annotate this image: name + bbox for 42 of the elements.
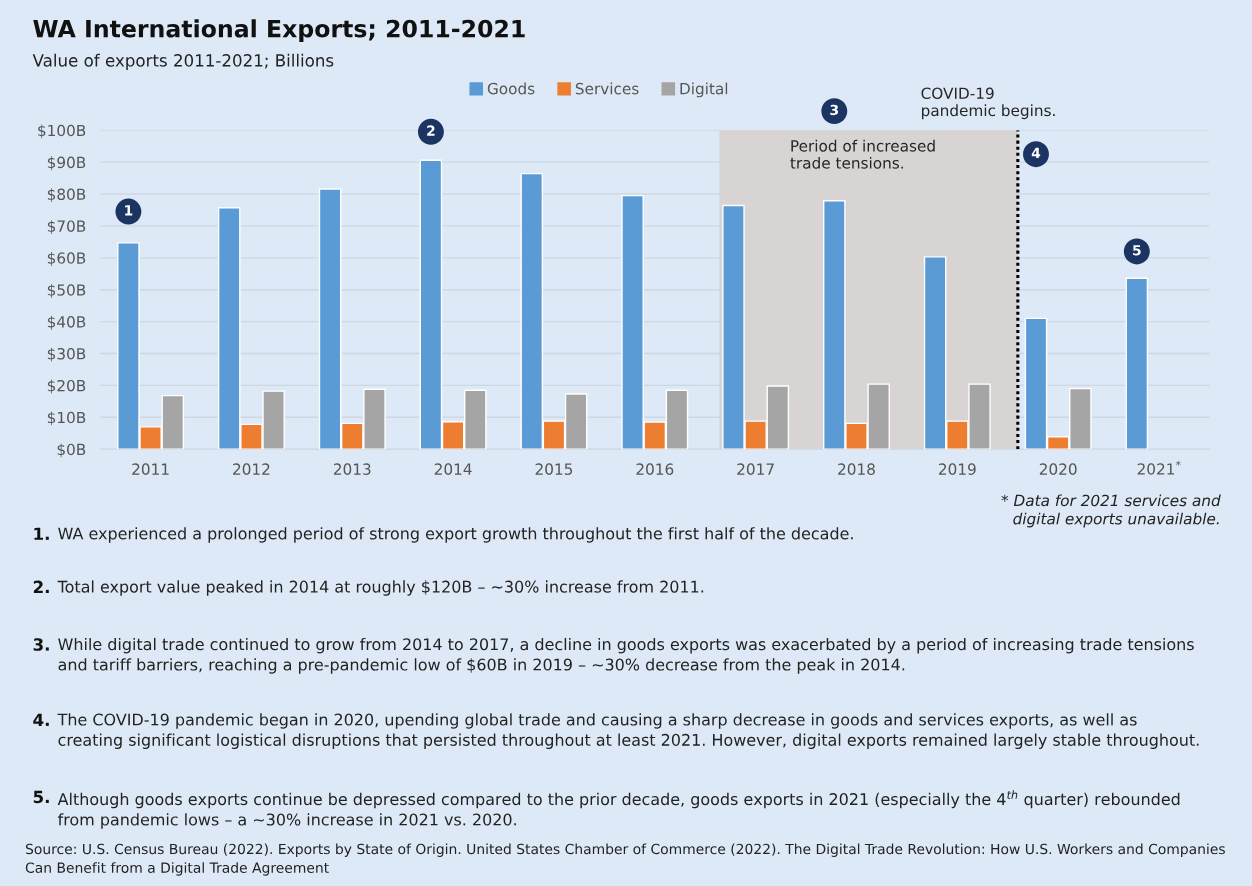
legend-label: Digital [680, 82, 728, 98]
y-tick-label: $30B [47, 347, 86, 362]
x-tick-label: 2018 [838, 463, 875, 475]
text: * Data for 2021 services and digital exports unavailable. [1001, 494, 1221, 528]
x-tick-label: 2017 [737, 463, 774, 475]
legend-label: Goods [487, 82, 535, 95]
y-tick-label: $90B [47, 156, 86, 171]
y-tick-label: $10B [47, 411, 86, 426]
text: 2. Total export value peaked in 2014 at roughly $120B – ~30% increase from 2011. [33, 580, 704, 596]
ref-line-label: COVID-19 pandemic begins. [921, 87, 1055, 120]
y-tick-label: $50B [47, 283, 86, 298]
x-tick-label: 2011 [132, 463, 169, 475]
x-tick-label: 2019 [939, 463, 976, 475]
text: 4. The COVID-19 pandemic began in 2020, upending global trade and causing a sharp decrease in goods and services exports, as well as creating significant logistical disruptions that persisted throughout at least 2021. However, digital exports remained largely stable throughout. [33, 713, 1199, 749]
x-tick-label: 2012 [233, 463, 270, 475]
x-tick-label: 2016 [636, 463, 674, 475]
x-tick-label: 2015 [535, 463, 573, 475]
text: 5. Although goods exports continue be depressed compared to the prior decade, goods exports in 2021 (especially the 4$^{th}$ quarter) rebounded from pandemic lows – a ~30% increase in 2021 vs. 2020. [33, 790, 1180, 829]
x-tick-label: 2014 [434, 463, 472, 475]
y-tick-label: $40B [47, 315, 86, 330]
y-tick-label: $80B [47, 188, 86, 203]
y-tick-label: $100B [38, 124, 86, 139]
legend-label: Services [575, 82, 639, 95]
band-label: Period of increased trade tensions. [790, 139, 935, 169]
x-tick-label: 2020 [1039, 463, 1077, 475]
annotation: 2 [427, 125, 435, 136]
y-tick-label: $0B [57, 443, 86, 458]
annotation: 4 [1031, 147, 1041, 158]
annotation: 1 [125, 205, 133, 216]
annotation: 5 [1133, 245, 1141, 256]
x-tick-label: 2021$^{*}$ [1137, 460, 1181, 475]
x-tick-label: 2013 [333, 463, 371, 475]
chart-subtitle: Value of exports 2011-2021; Billions [32, 53, 334, 70]
source-note: Source: U.S. Census Bureau (2022). Exports by State of Origin. United States Chamber of Commerce (2022). The Digital Trade Revolution: How U.S. Workers and Companies Can Benefit from a Digital Trade Agreement [25, 843, 1225, 876]
y-tick-label: $20B [47, 379, 86, 394]
y-tick-label: $70B [47, 220, 86, 234]
text: 3 [830, 104, 839, 116]
text: 1. WA experienced a prolonged period of strong export growth throughout the first half of the decade. [34, 527, 853, 543]
y-tick-label: $60B [47, 252, 86, 266]
bar [1125, 277, 1149, 450]
chart-title: WA International Exports; 2011-2021 [33, 19, 525, 43]
text: 3. While digital trade continued to grow from 2014 to 2017, a decline in goods exports was exacerbated by a period of increasing trade tensions and tariff barriers, reaching a pre-pandemic low of $60B in 2019 – ~30% decrease from the peak in 2014. [33, 637, 1194, 674]
